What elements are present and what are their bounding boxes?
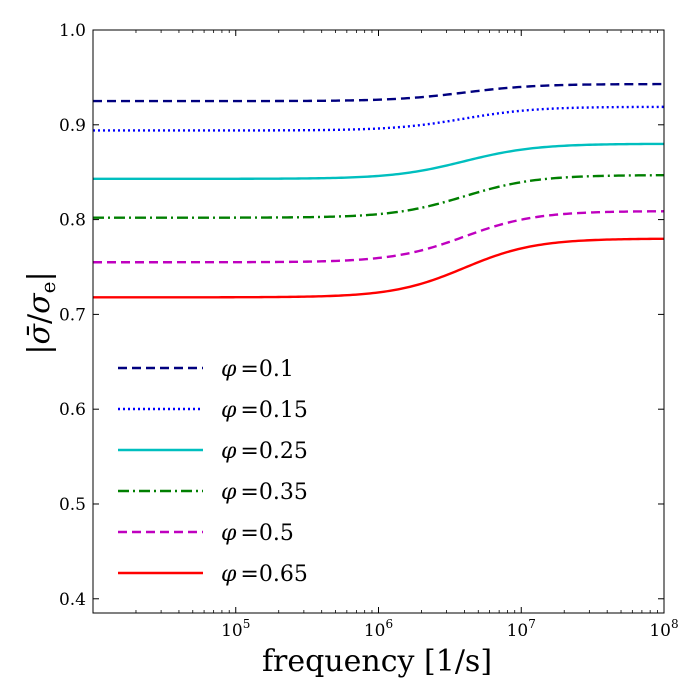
y-axis-title-sub: e xyxy=(36,282,60,294)
legend-label-5: φ =0.65 xyxy=(221,562,308,587)
y-tick-label: 1.0 xyxy=(59,21,86,41)
x-axis-title: frequency [1/s] xyxy=(262,644,492,679)
x-tick-label: 107 xyxy=(507,617,536,641)
x-tick-label: 106 xyxy=(364,617,393,641)
y-tick-label: 0.4 xyxy=(59,590,86,610)
y-axis-title-sigma: σ xyxy=(22,292,57,314)
y-tick-label: 0.7 xyxy=(59,305,86,325)
legend-label-2: φ =0.25 xyxy=(221,439,308,464)
legend-label-3: φ =0.35 xyxy=(221,480,308,505)
series-line-5 xyxy=(92,237,665,299)
y-axis-title-sigma-bar: σ̄ xyxy=(22,322,57,344)
series-line-1 xyxy=(93,105,665,132)
legend-label-0: φ =0.1 xyxy=(221,357,294,382)
legend-label-1: φ =0.15 xyxy=(221,398,308,423)
y-tick-label: 0.6 xyxy=(59,400,86,420)
y-tick-label: 0.8 xyxy=(59,211,86,231)
y-axis-title: |σ̄/σe| xyxy=(22,271,60,354)
series-layer xyxy=(92,82,665,299)
series-line-4 xyxy=(93,210,665,264)
svg-text:|σ̄/σe|: |σ̄/σe| xyxy=(22,271,60,354)
plot-frame xyxy=(92,29,665,614)
series-line-2 xyxy=(93,142,665,181)
y-axis-title-open: | xyxy=(22,344,57,354)
ticks-layer xyxy=(93,29,665,613)
series-line-0 xyxy=(93,82,664,103)
x-tick-label: 105 xyxy=(221,617,250,641)
x-tick-label: 108 xyxy=(649,617,678,641)
y-axis-title-slash: / xyxy=(22,313,57,324)
legend-label-4: φ =0.5 xyxy=(221,521,294,546)
y-axis-title-close: | xyxy=(22,271,57,281)
legend: φ =0.1 φ =0.15 φ =0.25 φ =0.35 φ =0.5 φ =0.65 xyxy=(118,357,308,587)
y-tick-label: 0.5 xyxy=(59,495,86,515)
series-line-3 xyxy=(93,174,665,219)
y-tick-label: 0.9 xyxy=(59,116,86,136)
tick-labels: 105 106 107 108 0.4 0.5 0.6 0.7 0.8 0.9 1.0 xyxy=(59,21,679,641)
